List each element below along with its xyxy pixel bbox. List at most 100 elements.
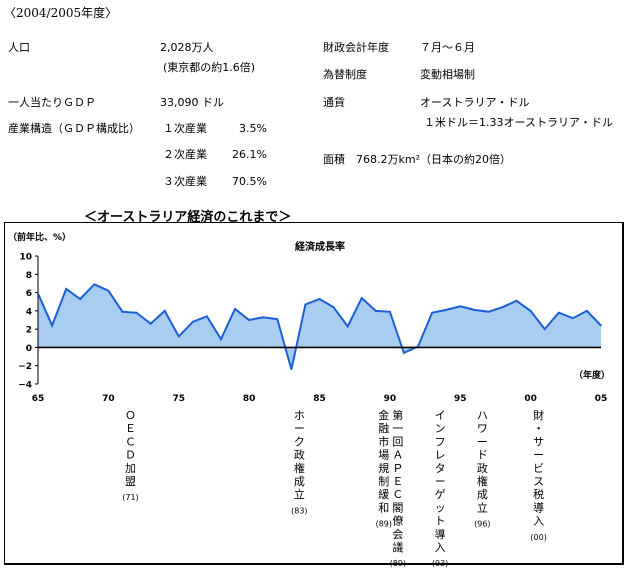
event-char: 政	[294, 448, 305, 462]
industry-share-tertiary: 70.5%	[232, 175, 267, 188]
y-tick-label: 10	[19, 253, 32, 263]
event-char: 制	[378, 475, 389, 488]
event-char: サ	[533, 435, 544, 448]
event-char: ー	[477, 435, 488, 448]
event-char: 成	[294, 475, 305, 488]
data-point	[459, 305, 462, 308]
fiscal-year-label: 財政会計年度	[323, 41, 389, 54]
population-value: 2,028万人	[160, 41, 214, 54]
event-char: 僚	[392, 515, 403, 528]
event-char: Ｏ	[125, 409, 136, 422]
event-char: ー	[533, 449, 544, 462]
event-char: 政	[477, 461, 488, 475]
event-char: ッ	[435, 501, 446, 514]
event-year: (89)	[376, 520, 392, 529]
y-tick-label: 8	[26, 271, 32, 281]
event-char: 導	[533, 500, 544, 514]
event-char: ト	[435, 515, 446, 528]
data-point	[417, 345, 419, 348]
event-char: 場	[378, 449, 389, 462]
event-char: ン	[435, 422, 446, 435]
event-char: 一	[392, 422, 403, 435]
event-year: (71)	[122, 493, 138, 502]
event-char: Ｃ	[392, 488, 403, 501]
x-tick-label: 85	[313, 394, 326, 404]
event-char: ワ	[477, 422, 488, 435]
event-char: 権	[294, 461, 305, 475]
event-char: 緩	[378, 488, 389, 501]
event-char: 第	[392, 408, 403, 422]
data-point	[149, 322, 152, 325]
industry-structure-label: 産業構造（ＧＤＰ構成比）	[8, 122, 140, 135]
event-char: Ｐ	[392, 462, 403, 475]
event-char: Ｅ	[392, 475, 403, 488]
data-point	[135, 311, 138, 314]
event-char: 閣	[392, 501, 403, 514]
event-char: レ	[435, 449, 446, 462]
data-point	[304, 303, 307, 306]
event-char: 議	[392, 540, 403, 554]
x-tick-label: 80	[243, 394, 256, 404]
data-point	[473, 309, 476, 311]
event-char: 財	[533, 408, 544, 422]
industry-share-primary: 3.5%	[239, 122, 267, 135]
data-point	[487, 311, 490, 313]
data-point	[501, 306, 504, 309]
fiscal-year-value: ７月～６月	[420, 41, 475, 54]
gdp-per-capita-value: 33,090 ドル	[160, 96, 224, 109]
data-point	[431, 311, 433, 314]
event-char: 権	[477, 474, 488, 488]
currency-value: オーストラリア・ドル	[420, 96, 530, 109]
event-char: ハ	[477, 409, 488, 422]
data-point	[445, 309, 448, 311]
event-char: 入	[435, 541, 446, 554]
data-point	[65, 288, 67, 290]
data-point	[107, 289, 110, 292]
event-char: フ	[435, 435, 446, 448]
event-char: ビ	[533, 462, 544, 475]
data-point	[515, 300, 518, 302]
y-tick-label: 4	[26, 307, 32, 317]
industry-share-secondary: 26.1%	[232, 148, 267, 161]
data-point	[121, 311, 124, 313]
event-char: ・	[533, 422, 544, 435]
event-char: 和	[378, 501, 389, 514]
event-char: 会	[392, 528, 403, 541]
section-title: ＜オーストラリア経済のこれまで＞	[84, 210, 292, 225]
event-char: 融	[378, 422, 389, 435]
data-point	[543, 328, 546, 330]
event-year: (89)	[390, 559, 406, 568]
growth-area	[38, 284, 601, 370]
x-tick-label: 00	[524, 394, 537, 404]
data-point	[360, 297, 363, 299]
event-char: イ	[435, 409, 446, 422]
event-char: ー	[435, 475, 446, 488]
industry-sector-tertiary: ３次産業	[163, 175, 207, 188]
data-point	[346, 325, 349, 328]
y-tick-label: 0	[26, 344, 32, 354]
period-header: 〈2004/2005年度〉	[4, 6, 118, 20]
y-tick-label: 2	[26, 326, 32, 336]
data-point	[558, 311, 560, 314]
event-char: 加	[125, 462, 136, 475]
exchange-system-label: 為替制度	[323, 68, 367, 81]
area-text: 面積 768.2万km²（日本の約20倍）	[323, 153, 511, 166]
event-char: 成	[477, 488, 488, 501]
industry-sector-primary: １次産業	[163, 122, 207, 135]
event-char: 入	[533, 515, 544, 528]
x-tick-label: 05	[595, 394, 608, 404]
population-label: 人口	[8, 41, 30, 54]
data-point	[276, 318, 279, 320]
gdp-per-capita-label: 一人当たりＧＤＰ	[8, 96, 96, 109]
event-char: Ｄ	[125, 449, 136, 462]
data-point	[178, 335, 180, 338]
event-char: Ｅ	[125, 422, 136, 435]
data-point	[586, 310, 588, 312]
data-point	[529, 310, 532, 312]
